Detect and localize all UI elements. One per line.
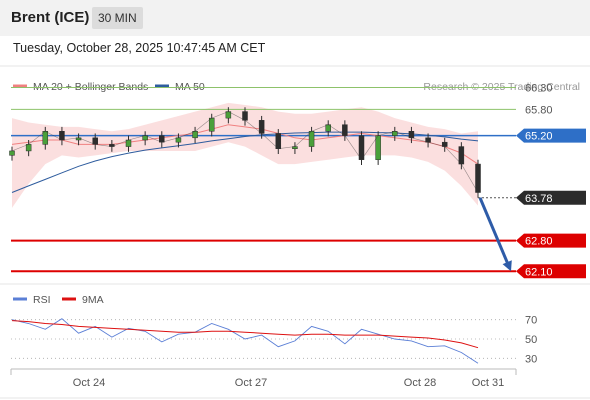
price-candle [59,131,65,141]
rsi-tick-label: 50 [525,334,537,346]
rsi-9ma-line [11,320,479,349]
x-tick-label: Oct 31 [472,377,504,389]
price-level-label: 63.78 [525,193,553,205]
timeframe-badge[interactable]: 30 MIN [92,7,143,29]
price-candle [308,131,315,147]
price-level-tag [516,128,586,143]
price-level-label: 62.80 [525,236,553,248]
projection-arrow-head [502,260,512,272]
price-candle [458,146,465,165]
time-axis: Oct 24 Oct 27 Oct 28 Oct 31 [10,368,517,389]
rsi-plot: 70 50 30 [11,315,537,365]
price-candle [42,131,49,145]
price-candle [275,133,282,149]
ma20-legend-swatch [13,84,27,88]
ma20-legend-label: MA 20 + Bollinger Bands [33,81,148,93]
rsi-line [11,318,479,364]
chart-header: Brent (ICE) 30 MIN [0,0,590,36]
ma50-legend-swatch [155,84,169,88]
9ma-legend-label: 9MA [82,294,104,306]
rsi-tick-label: 30 [525,353,537,365]
instrument-title: Brent (ICE) [11,9,90,26]
bollinger-band-area [12,102,478,208]
price-level-label: 62.10 [525,266,553,278]
x-tick-label: Oct 24 [73,377,105,389]
report-timestamp: Tuesday, October 28, 2025 10:47:45 AM CE… [13,41,266,55]
price-legend: MA 20 + Bollinger Bands MA 50 Research ©… [13,81,580,93]
price-candle [9,150,15,156]
price-candle [258,120,265,134]
price-candle [242,111,248,121]
rsi-legend-label: RSI [33,294,51,306]
rsi-tick-label: 70 [525,315,537,327]
price-plot: 66.30 65.80 65.20 63.78 62.80 62.10 [9,83,586,279]
price-level-label: 65.20 [525,131,553,143]
price-level-label: 66.30 [525,83,553,95]
rsi-legend: RSI 9MA [13,294,104,306]
price-candle [342,124,348,136]
research-credit: Research © 2025 Trading Central [423,81,580,93]
price-level-tag [516,233,586,248]
price-candle [358,135,365,160]
price-level-tag [516,190,586,205]
ma20-line [11,124,479,165]
projection-arrow-shaft [478,197,510,265]
9ma-legend-swatch [62,297,76,301]
x-tick-label: Oct 28 [404,377,436,389]
price-candle [208,117,215,132]
price-candle [475,163,481,193]
x-tick-label: Oct 27 [235,377,267,389]
rsi-legend-swatch [13,297,27,301]
price-candle [375,135,381,160]
close-line [11,111,479,193]
ma50-legend-label: MA 50 [175,81,205,93]
price-level-label: 65.80 [525,104,553,116]
price-level-tag [516,264,586,279]
